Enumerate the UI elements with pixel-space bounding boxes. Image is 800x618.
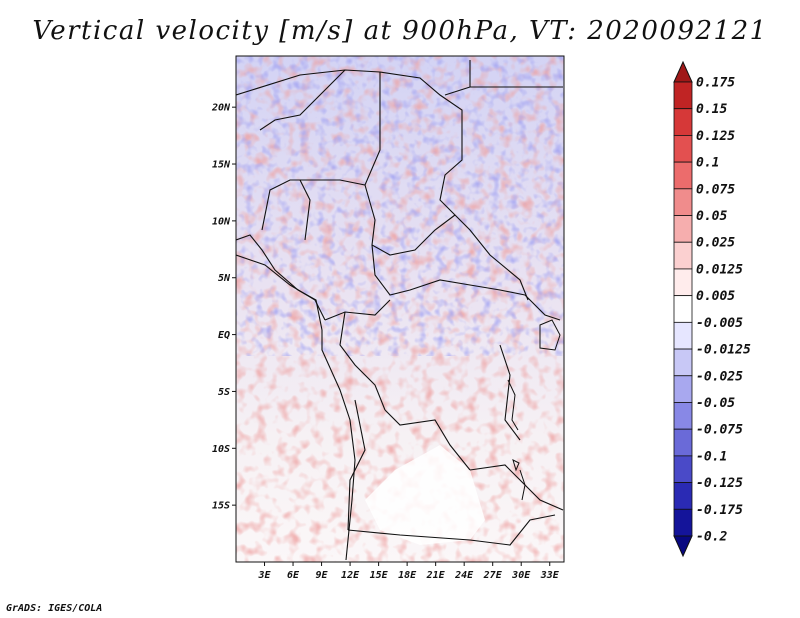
lat-tick-label: 20N: [211, 103, 231, 114]
lon-tick-label: 9E: [316, 570, 329, 581]
colorbar-label: 0.125: [696, 129, 735, 144]
colorbar-segment: [673, 188, 693, 216]
colorbar-top-arrow: [673, 60, 693, 83]
colorbar-label: 0.15: [696, 102, 727, 117]
colorbar-label: 0.0125: [696, 262, 743, 277]
lon-tick-label: 12E: [341, 570, 360, 581]
colorbar-segment: [673, 135, 693, 163]
lon-tick-label: 6E: [287, 570, 300, 581]
lon-tick-label: 3E: [257, 570, 271, 581]
colorbar-label: 0.025: [696, 236, 735, 251]
colorbar-label: -0.075: [696, 423, 743, 438]
colorbar-label: -0.175: [696, 503, 743, 518]
coastline: [236, 234, 356, 561]
colorbar-label: -0.125: [696, 476, 743, 491]
colorbar-label: 0.005: [696, 289, 735, 304]
lon-tick-label: 30E: [511, 570, 531, 581]
colorbar: 0.175 0.15 0.125 0.1 0.075 0.05 0.025 0.0125 0.0…: [673, 60, 751, 558]
colorbar-label: -0.005: [696, 316, 743, 331]
lakes: [507, 319, 561, 501]
colorbar-label: -0.05: [696, 396, 735, 411]
colorbar-label: -0.025: [696, 369, 743, 384]
field-texture-negative: [236, 56, 564, 356]
colorbar-segment: [673, 348, 693, 377]
chart-title: Vertical velocity [m/s] at 900hPa, VT: 2…: [32, 16, 768, 46]
colorbar-label: -0.0125: [696, 343, 751, 358]
lon-tick-label: 27E: [483, 570, 503, 581]
colorbar-segment: [673, 402, 693, 430]
colorbar-segment: [673, 268, 693, 297]
lon-tick-label: 15E: [370, 570, 389, 581]
map-frame: [235, 55, 565, 563]
colorbar-segment: [673, 215, 693, 243]
colorbar-segment: [673, 428, 693, 457]
colorbar-segment: [673, 455, 693, 483]
lat-tick-label: 15S: [212, 501, 230, 512]
colorbar-segment: [673, 375, 693, 403]
colorbar-segment: [673, 295, 693, 323]
lat-tick-label: 10N: [212, 216, 231, 227]
colorbar-label: -0.1: [696, 449, 727, 464]
longitude-axis: 3E 6E 9E 12E 15E 18E 21E 24E 27E 30E 33E: [257, 562, 560, 581]
lat-tick-label: 15N: [212, 160, 231, 171]
grads-credit: GrADS: IGES/COLA: [6, 603, 103, 614]
lat-tick-label: 10S: [212, 444, 230, 455]
country-borders: [236, 60, 564, 546]
colorbar-segment: [673, 161, 693, 190]
colorbar-label: 0.075: [696, 182, 735, 197]
lon-tick-label: 18E: [398, 570, 417, 581]
lon-tick-label: 33E: [540, 570, 560, 581]
lat-tick-label: 5S: [218, 387, 230, 398]
lat-tick-label: EQ: [218, 330, 230, 341]
colorbar-segment: [673, 108, 693, 136]
colorbar-bottom-arrow: [673, 535, 693, 558]
colorbar-segment: [673, 482, 693, 510]
colorbar-label: 0.175: [696, 76, 735, 91]
colorbar-segment: [673, 81, 693, 110]
lon-tick-label: 21E: [426, 570, 446, 581]
lat-tick-label: 5N: [218, 273, 231, 284]
colorbar-label: 0.1: [696, 156, 719, 171]
lon-tick-label: 24E: [454, 570, 474, 581]
colorbar-segment: [673, 321, 693, 350]
calm-region: [365, 445, 485, 545]
colorbar-label: -0.2: [696, 530, 727, 545]
colorbar-segment: [673, 508, 693, 537]
colorbar-label: 0.05: [696, 209, 727, 224]
latitude-axis: 20N 15N 10N 5N EQ 5S 10S 15S: [211, 103, 236, 512]
colorbar-segment: [673, 241, 693, 270]
